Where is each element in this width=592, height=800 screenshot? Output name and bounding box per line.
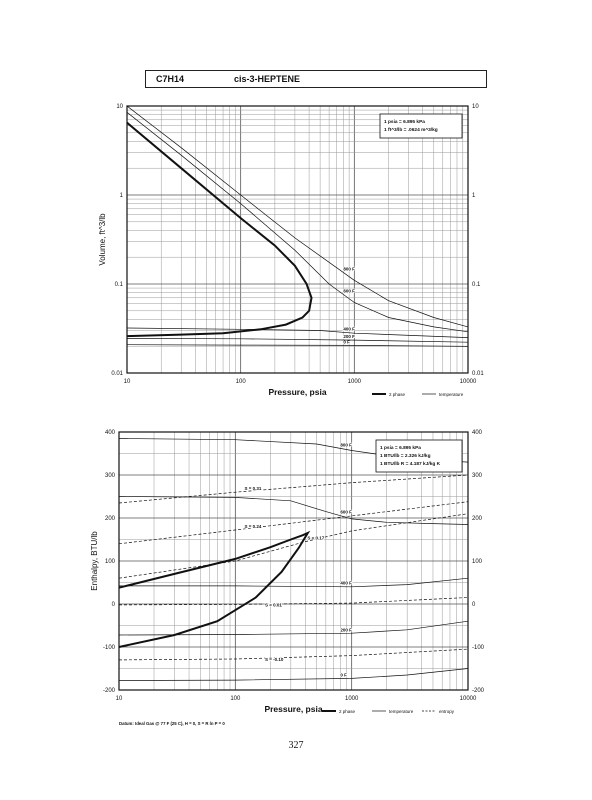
- chart1-series-label-800-f: 800 F: [343, 266, 355, 271]
- chart1-conversion-text: 1 ft^3/lb = .0624 m^3/kg: [384, 127, 438, 133]
- chart1-y-tick-label-right: 1: [472, 193, 476, 199]
- chart2-plot-frame: [118, 431, 469, 691]
- chart2-legend-label-2-phase: 2 phase: [339, 709, 356, 714]
- chart1-series-600-f: [126, 112, 469, 333]
- chart1-conversion-box: [379, 113, 463, 139]
- chart1-y-axis-label: Volume, ft^3/lb: [98, 213, 107, 266]
- chart2-series-label-s-0.17: S = 0.17: [307, 536, 324, 541]
- chart2-legend-label-temperature: temperature: [389, 709, 414, 714]
- chart1-y-tick-label-left: 1: [120, 193, 124, 199]
- chart2-conversion-box: [375, 439, 463, 473]
- chart2-y-tick-label-right: -100: [472, 645, 485, 651]
- chart2-series-label-s-0.01: S = 0.01: [265, 602, 282, 607]
- chart2-legend-label-entropy: entropy: [439, 709, 455, 714]
- chart1-x-tick-label: 10000: [460, 379, 477, 385]
- chart1-x-tick-label: 1000: [348, 379, 362, 385]
- page-number: 327: [288, 740, 304, 751]
- chart2-y-tick-label-right: 0: [472, 602, 476, 608]
- chart2-x-tick-label: 1000: [345, 696, 359, 702]
- chart1-series-label-400-f: 400 F: [343, 326, 355, 331]
- chart2-series-s-0.17: [118, 513, 469, 579]
- chart2-series-label-0-f: 0 F: [340, 673, 347, 678]
- chart1-series-400-f: [126, 327, 469, 338]
- chart2-series-label-s-0.31: S = 0.31: [245, 486, 262, 491]
- chart1-series-label-0-f: 0 F: [343, 339, 350, 344]
- chart2-y-tick-label-left: 100: [105, 559, 116, 565]
- chart2-series-s-0.10: [118, 648, 469, 661]
- chart1-y-tick-label-left: 10: [116, 104, 123, 110]
- chart1-y-tick-label-right: 10: [472, 104, 479, 110]
- chart2-y-tick-label-left: 300: [105, 473, 116, 479]
- chart2-conversion-text: 1 BTU/lb = 2.326 kJ/kg: [380, 453, 431, 459]
- chart2-y-tick-label-right: 300: [472, 473, 483, 479]
- chart2-y-tick-label-right: -200: [472, 688, 485, 694]
- chart2-series-label-600-f: 600 F: [340, 510, 352, 515]
- chart2-series-label-200-f: 200 F: [340, 627, 352, 632]
- chart1-y-tick-label-right: 0.01: [472, 371, 484, 377]
- chart1-series-label-200-f: 200 F: [343, 334, 355, 339]
- chart2-series-s-0.31: [118, 474, 469, 504]
- chart2-y-tick-label-right: 400: [472, 430, 483, 436]
- chart1-x-axis-label: Pressure, psia: [268, 387, 326, 397]
- chart2-series-600-f: [118, 496, 469, 525]
- chart1-y-tick-label-left: 0.01: [111, 371, 123, 377]
- chart2-datum-note: Datum: Ideal Gas @ 77 F (25 C), H = 0, S…: [119, 721, 225, 726]
- chart2-series-s-0.24: [118, 501, 469, 545]
- chart2-y-tick-label-left: -100: [103, 645, 116, 651]
- chart1-series-0-f: [126, 344, 469, 347]
- chart2-y-tick-label-right: 100: [472, 559, 483, 565]
- chart2-y-tick-label-right: 200: [472, 516, 483, 522]
- chart2-y-tick-label-left: 0: [112, 602, 116, 608]
- chart2-series-two-phase: [118, 530, 311, 648]
- chart1-series-200-f: [126, 338, 469, 343]
- chart1-x-tick-label: 100: [236, 379, 247, 385]
- chart1-legend-label-2-phase: 2 phase: [389, 392, 406, 397]
- chart2-y-tick-label-left: 400: [105, 430, 116, 436]
- chart2-conversion-text: 1 psia = 6.895 kPa: [380, 445, 421, 451]
- chart1-series-two-phase: [126, 121, 313, 338]
- chart2-series-400-f: [119, 577, 469, 588]
- chemical-name: cis-3-HEPTENE: [234, 74, 301, 84]
- chart2-y-tick-label-left: -200: [103, 688, 116, 694]
- chart2-series-label-s-0.24: S = 0.24: [245, 524, 262, 529]
- chart2-x-tick-label: 10: [116, 696, 123, 702]
- chart2-series-0-f: [118, 668, 469, 681]
- chart2-x-tick-label: 10000: [460, 696, 477, 702]
- chart1-x-tick-label: 10: [124, 379, 131, 385]
- chart2-x-tick-label: 100: [230, 696, 241, 702]
- chart1-plot-frame: [126, 105, 469, 374]
- chart-title-box: C7H14 cis-3-HEPTENE: [145, 70, 487, 88]
- chart2-series-label-400-f: 400 F: [340, 581, 352, 586]
- chart1-legend-label-temperature: temperature: [439, 392, 464, 397]
- chart2-series-label-800-f: 800 F: [340, 442, 352, 447]
- chart1-y-tick-label-left: 0.1: [115, 282, 124, 288]
- chart2-series-label-s-0.10: S = -0.10: [265, 657, 284, 662]
- chart1-y-tick-label-right: 0.1: [472, 282, 481, 288]
- chart1-series-label-600-f: 600 F: [343, 288, 355, 293]
- chart2-y-axis-label: Enthalpy, BTU/lb: [90, 531, 99, 591]
- chemical-formula: C7H14: [156, 74, 185, 84]
- chart2-conversion-text: 1 BTU/lb R = 4.187 kJ/kg K: [380, 461, 441, 467]
- chart2-series-s-0.01: [118, 597, 469, 606]
- chart2-y-tick-label-left: 200: [105, 516, 116, 522]
- chart1-conversion-text: 1 psia = 6.895 kPa: [384, 119, 425, 125]
- chart2-x-axis-label: Pressure, psia: [264, 704, 322, 714]
- chart1-series-800-f: [126, 105, 469, 328]
- chart2-series-200-f: [118, 620, 469, 636]
